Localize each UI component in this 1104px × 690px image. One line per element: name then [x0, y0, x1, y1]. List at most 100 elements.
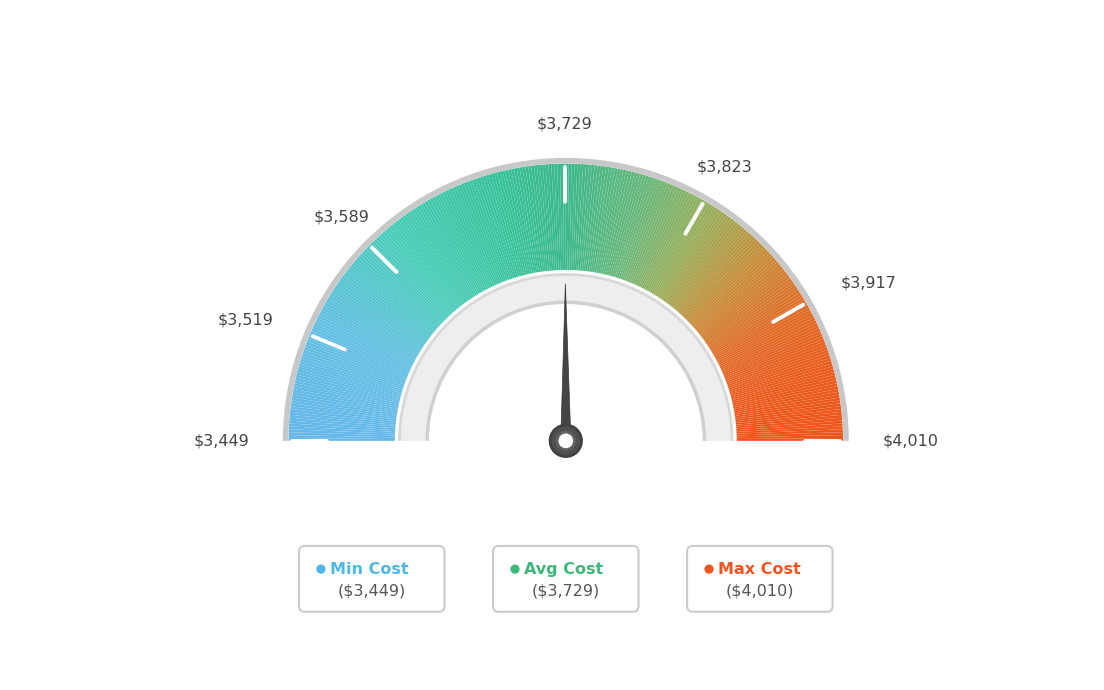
Wedge shape — [288, 435, 395, 439]
Wedge shape — [713, 299, 806, 355]
Wedge shape — [705, 280, 794, 344]
Wedge shape — [500, 171, 527, 275]
Wedge shape — [308, 336, 407, 378]
Wedge shape — [448, 189, 495, 286]
Wedge shape — [656, 205, 714, 297]
Wedge shape — [582, 165, 595, 271]
Wedge shape — [633, 186, 676, 284]
Wedge shape — [325, 302, 417, 357]
Wedge shape — [306, 342, 406, 382]
Wedge shape — [531, 166, 546, 271]
Wedge shape — [370, 243, 446, 320]
Wedge shape — [289, 426, 395, 434]
Text: $3,589: $3,589 — [314, 210, 370, 225]
Wedge shape — [380, 233, 453, 314]
Wedge shape — [471, 179, 510, 280]
Wedge shape — [352, 262, 435, 332]
Wedge shape — [736, 424, 842, 432]
Wedge shape — [340, 278, 427, 342]
Wedge shape — [386, 227, 457, 310]
Wedge shape — [598, 168, 620, 273]
Wedge shape — [655, 204, 712, 295]
Wedge shape — [368, 245, 445, 322]
Wedge shape — [290, 406, 396, 421]
Wedge shape — [458, 184, 501, 284]
Wedge shape — [311, 328, 410, 373]
Wedge shape — [726, 347, 828, 384]
Wedge shape — [333, 288, 424, 348]
Circle shape — [704, 564, 713, 573]
Wedge shape — [612, 174, 644, 277]
Wedge shape — [602, 170, 626, 274]
Wedge shape — [400, 275, 732, 441]
Wedge shape — [728, 350, 828, 386]
Wedge shape — [365, 247, 444, 322]
Wedge shape — [624, 180, 662, 281]
Wedge shape — [495, 172, 523, 276]
Wedge shape — [662, 212, 724, 300]
Wedge shape — [467, 181, 507, 282]
Wedge shape — [591, 166, 609, 272]
Wedge shape — [627, 182, 668, 282]
Wedge shape — [309, 333, 408, 376]
Wedge shape — [410, 210, 471, 299]
Wedge shape — [729, 358, 831, 391]
Wedge shape — [513, 168, 535, 273]
Wedge shape — [376, 237, 450, 316]
Wedge shape — [712, 297, 805, 354]
Wedge shape — [288, 432, 395, 437]
Wedge shape — [714, 305, 809, 359]
Wedge shape — [725, 342, 826, 382]
Wedge shape — [731, 372, 835, 400]
Wedge shape — [701, 271, 786, 337]
Wedge shape — [651, 201, 707, 294]
Wedge shape — [593, 167, 612, 273]
Wedge shape — [648, 198, 702, 292]
Wedge shape — [450, 188, 497, 286]
Wedge shape — [554, 164, 561, 270]
Wedge shape — [517, 168, 538, 273]
Wedge shape — [289, 415, 395, 426]
Wedge shape — [734, 389, 839, 411]
Wedge shape — [675, 227, 745, 310]
Wedge shape — [488, 174, 520, 277]
Wedge shape — [290, 409, 396, 423]
Text: ($3,729): ($3,729) — [532, 584, 599, 599]
Wedge shape — [578, 164, 590, 270]
Wedge shape — [686, 243, 762, 320]
Wedge shape — [294, 383, 399, 407]
Wedge shape — [374, 239, 449, 317]
Wedge shape — [596, 168, 618, 273]
Wedge shape — [382, 231, 454, 313]
Wedge shape — [327, 297, 420, 354]
Wedge shape — [289, 420, 395, 430]
Wedge shape — [637, 189, 683, 286]
Wedge shape — [635, 188, 681, 286]
Text: $3,519: $3,519 — [217, 313, 274, 328]
Wedge shape — [615, 175, 649, 278]
Wedge shape — [630, 184, 673, 284]
Wedge shape — [288, 438, 395, 441]
Wedge shape — [691, 253, 772, 326]
Wedge shape — [736, 415, 842, 426]
Wedge shape — [304, 347, 405, 384]
Wedge shape — [413, 208, 473, 299]
Wedge shape — [307, 339, 407, 380]
Wedge shape — [697, 262, 779, 332]
Wedge shape — [354, 259, 436, 331]
Wedge shape — [437, 194, 488, 289]
Wedge shape — [652, 202, 710, 295]
Wedge shape — [731, 366, 834, 397]
Wedge shape — [720, 320, 817, 368]
Wedge shape — [298, 366, 401, 397]
Wedge shape — [735, 409, 841, 423]
Wedge shape — [708, 288, 798, 348]
Wedge shape — [736, 435, 843, 439]
Wedge shape — [733, 380, 837, 405]
Wedge shape — [326, 299, 418, 355]
Wedge shape — [721, 323, 818, 370]
Wedge shape — [667, 217, 731, 304]
Wedge shape — [590, 166, 606, 272]
Wedge shape — [733, 386, 838, 408]
Wedge shape — [445, 190, 493, 287]
